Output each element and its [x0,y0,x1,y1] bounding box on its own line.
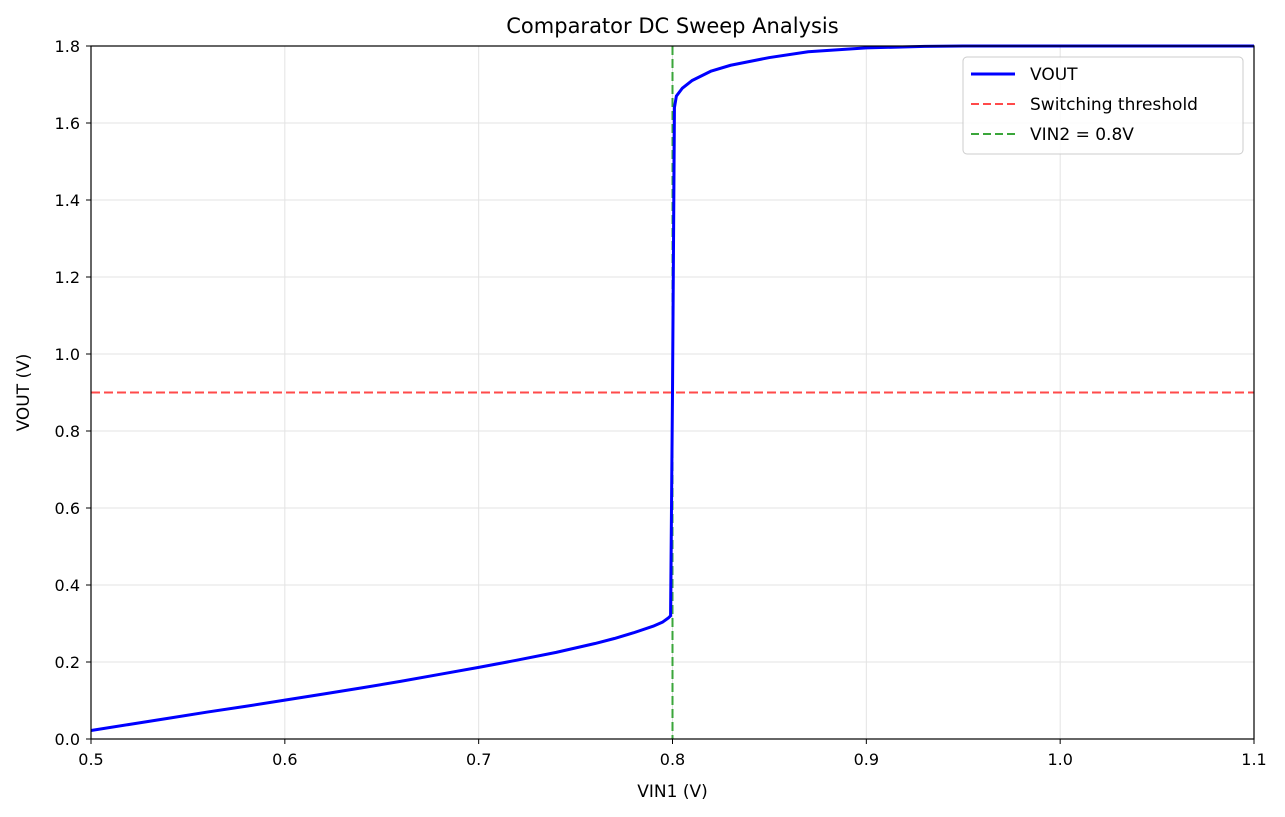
chart-title: Comparator DC Sweep Analysis [506,14,838,38]
x-tick-label: 0.7 [466,750,491,769]
legend-label: VIN2 = 0.8V [1030,125,1134,145]
y-tick-label: 0.2 [55,653,80,672]
y-tick-label: 1.4 [55,191,80,210]
x-tick-label: 1.1 [1241,750,1266,769]
vout-line [90,44,1254,733]
legend: VOUT Switching threshold VIN2 = 0.8V [962,56,1244,155]
y-tick-label: 1.2 [55,268,80,287]
y-tick-label: 0.4 [55,576,80,595]
x-axis-ticks: 0.5 0.6 0.7 0.8 0.9 1.0 1.1 [78,739,1267,769]
x-tick-label: 0.5 [78,750,103,769]
x-tick-label: 0.9 [854,750,879,769]
y-tick-label: 1.6 [55,114,80,133]
y-axis-label: VOUT (V) [14,354,34,432]
y-tick-label: 0.8 [55,422,80,441]
y-tick-label: 0.0 [55,730,80,749]
series-lines [90,44,1254,733]
x-tick-label: 0.8 [660,750,685,769]
x-tick-label: 0.6 [272,750,297,769]
x-tick-label: 1.0 [1047,750,1072,769]
legend-box [962,56,1244,155]
y-tick-label: 1.8 [55,37,80,56]
legend-label: VOUT [1030,65,1078,85]
x-axis-label: VIN1 (V) [637,782,707,802]
legend-label: Switching threshold [1030,95,1198,115]
y-tick-label: 0.6 [55,499,80,518]
y-axis-ticks: 0.0 0.2 0.4 0.6 0.8 1.0 1.2 1.4 1.6 1.8 [55,37,91,749]
y-tick-label: 1.0 [55,345,80,364]
